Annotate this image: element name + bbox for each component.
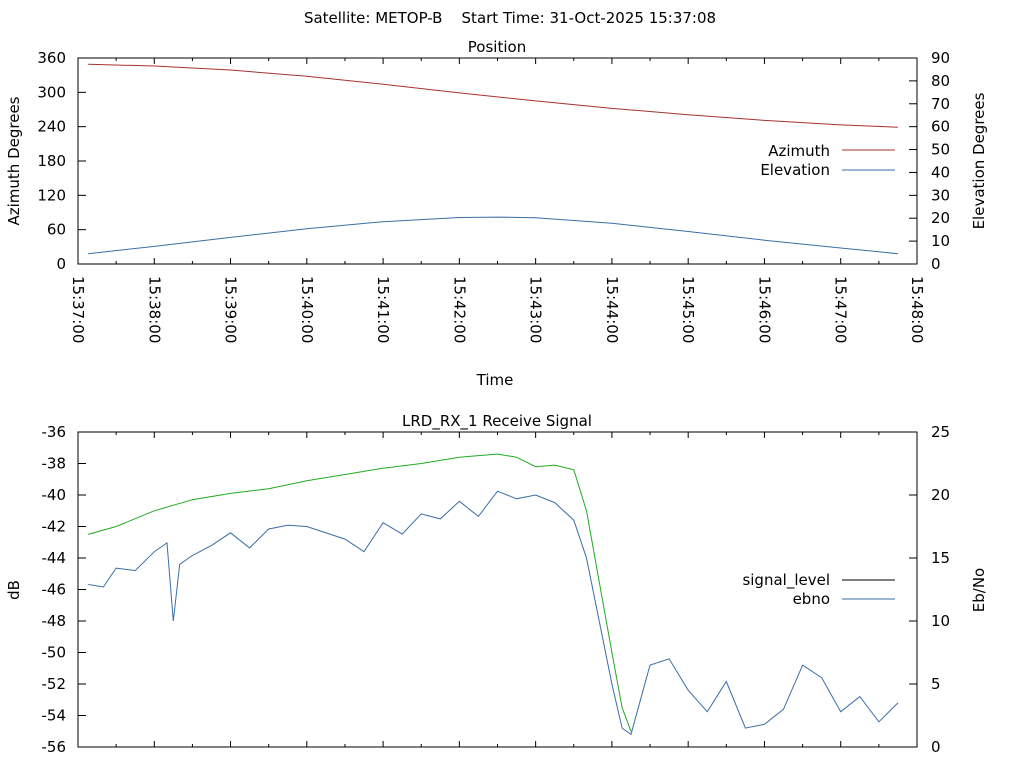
position-y-tick-label: 240 bbox=[37, 118, 66, 136]
position-y2-tick-label: 50 bbox=[931, 141, 950, 159]
elevation-axis-label: Elevation Degrees bbox=[970, 92, 988, 229]
signal-y2-tick-label: 25 bbox=[931, 423, 950, 441]
position-y-tick-label: 0 bbox=[56, 255, 66, 273]
legend-label-ebno: ebno bbox=[793, 590, 830, 608]
signal-y-tick-label: -42 bbox=[42, 518, 67, 536]
azimuth-series-line bbox=[88, 63, 898, 128]
signal-y-tick-label: -54 bbox=[42, 707, 67, 725]
ebno-series-line bbox=[88, 490, 899, 736]
position-x-tick-label: 15:41:00 bbox=[374, 276, 392, 343]
position-x-tick-label: 15:44:00 bbox=[603, 276, 621, 343]
position-y2-tick-label: 90 bbox=[931, 49, 950, 67]
ebno-axis-label: Eb/No bbox=[970, 568, 988, 612]
position-x-tick-label: 15:46:00 bbox=[755, 276, 773, 343]
position-chart: Position 15:37:00 15:38:00 15:39:00 15:40:0… bbox=[5, 38, 988, 389]
signal-plot-frame bbox=[77, 431, 918, 748]
signal-level-drop-line bbox=[598, 581, 632, 732]
position-x-tick-label: 15:37:00 bbox=[69, 276, 87, 343]
position-legend: Azimuth Elevation bbox=[760, 142, 895, 179]
signal-level-series-line bbox=[88, 453, 600, 582]
signal-y-tick-label: -44 bbox=[42, 549, 67, 567]
position-y2-tick-label: 20 bbox=[931, 209, 950, 227]
time-axis-label: Time bbox=[476, 371, 514, 389]
signal-legend: signal_level ebno bbox=[742, 571, 895, 608]
figure-title: Satellite: METOP-B Start Time: 31-Oct-20… bbox=[304, 9, 716, 27]
signal-y-tick-label: -38 bbox=[42, 455, 67, 473]
position-x-tick-label: 15:48:00 bbox=[908, 276, 926, 343]
legend-label-azimuth: Azimuth bbox=[768, 142, 830, 160]
azimuth-axis-label: Azimuth Degrees bbox=[5, 96, 23, 225]
position-y2-tick-label: 70 bbox=[931, 95, 950, 113]
signal-y-tick-label: -40 bbox=[42, 486, 67, 504]
signal-y2-tick-label: 15 bbox=[931, 549, 950, 567]
legend-label-elevation: Elevation bbox=[760, 161, 830, 179]
signal-y2-tick-label: 10 bbox=[931, 612, 950, 630]
position-y-tick-label: 60 bbox=[47, 221, 66, 239]
signal-y-tick-label: -50 bbox=[42, 644, 67, 662]
position-y2-tick-label: 60 bbox=[931, 118, 950, 136]
signal-y2-tick-label: 20 bbox=[931, 486, 950, 504]
position-plot-frame bbox=[77, 57, 918, 265]
legend-label-signal-level: signal_level bbox=[742, 571, 830, 590]
position-y2-tick-label: 10 bbox=[931, 232, 950, 250]
position-y-tick-label: 300 bbox=[37, 83, 66, 101]
position-y-tick-label: 180 bbox=[37, 152, 66, 170]
db-axis-label: dB bbox=[5, 580, 23, 600]
signal-y-tick-label: -56 bbox=[42, 738, 67, 756]
position-x-tick-label: 15:42:00 bbox=[450, 276, 468, 343]
signal-y-tick-label: -36 bbox=[42, 423, 67, 441]
position-x-tick-label: 15:43:00 bbox=[527, 276, 545, 343]
elevation-series-line bbox=[88, 216, 898, 255]
signal-y2-tick-label: 0 bbox=[931, 738, 941, 756]
position-y2-tick-label: 0 bbox=[931, 255, 941, 273]
signal-y-tick-label: -52 bbox=[42, 675, 67, 693]
receive-signal-chart: LRD_RX_1 Receive Signal -56 -54 -52 -50 -48 -… bbox=[5, 412, 988, 756]
position-y2-tick-label: 40 bbox=[931, 163, 950, 181]
position-x-tick-label: 15:45:00 bbox=[679, 276, 697, 343]
position-y2-tick-label: 30 bbox=[931, 186, 950, 204]
position-x-tick-label: 15:39:00 bbox=[222, 276, 240, 343]
position-x-tick-label: 15:47:00 bbox=[832, 276, 850, 343]
signal-y-tick-label: -46 bbox=[42, 581, 67, 599]
signal-y-tick-label: -48 bbox=[42, 612, 67, 630]
position-y-tick-label: 120 bbox=[37, 186, 66, 204]
signal-chart-title: LRD_RX_1 Receive Signal bbox=[402, 412, 592, 431]
position-x-tick-label: 15:38:00 bbox=[145, 276, 163, 343]
position-y-tick-label: 360 bbox=[37, 49, 66, 67]
position-chart-title: Position bbox=[468, 38, 526, 56]
signal-y2-tick-label: 5 bbox=[931, 675, 941, 693]
position-y2-tick-label: 80 bbox=[931, 72, 950, 90]
position-x-tick-label: 15:40:00 bbox=[298, 276, 316, 343]
